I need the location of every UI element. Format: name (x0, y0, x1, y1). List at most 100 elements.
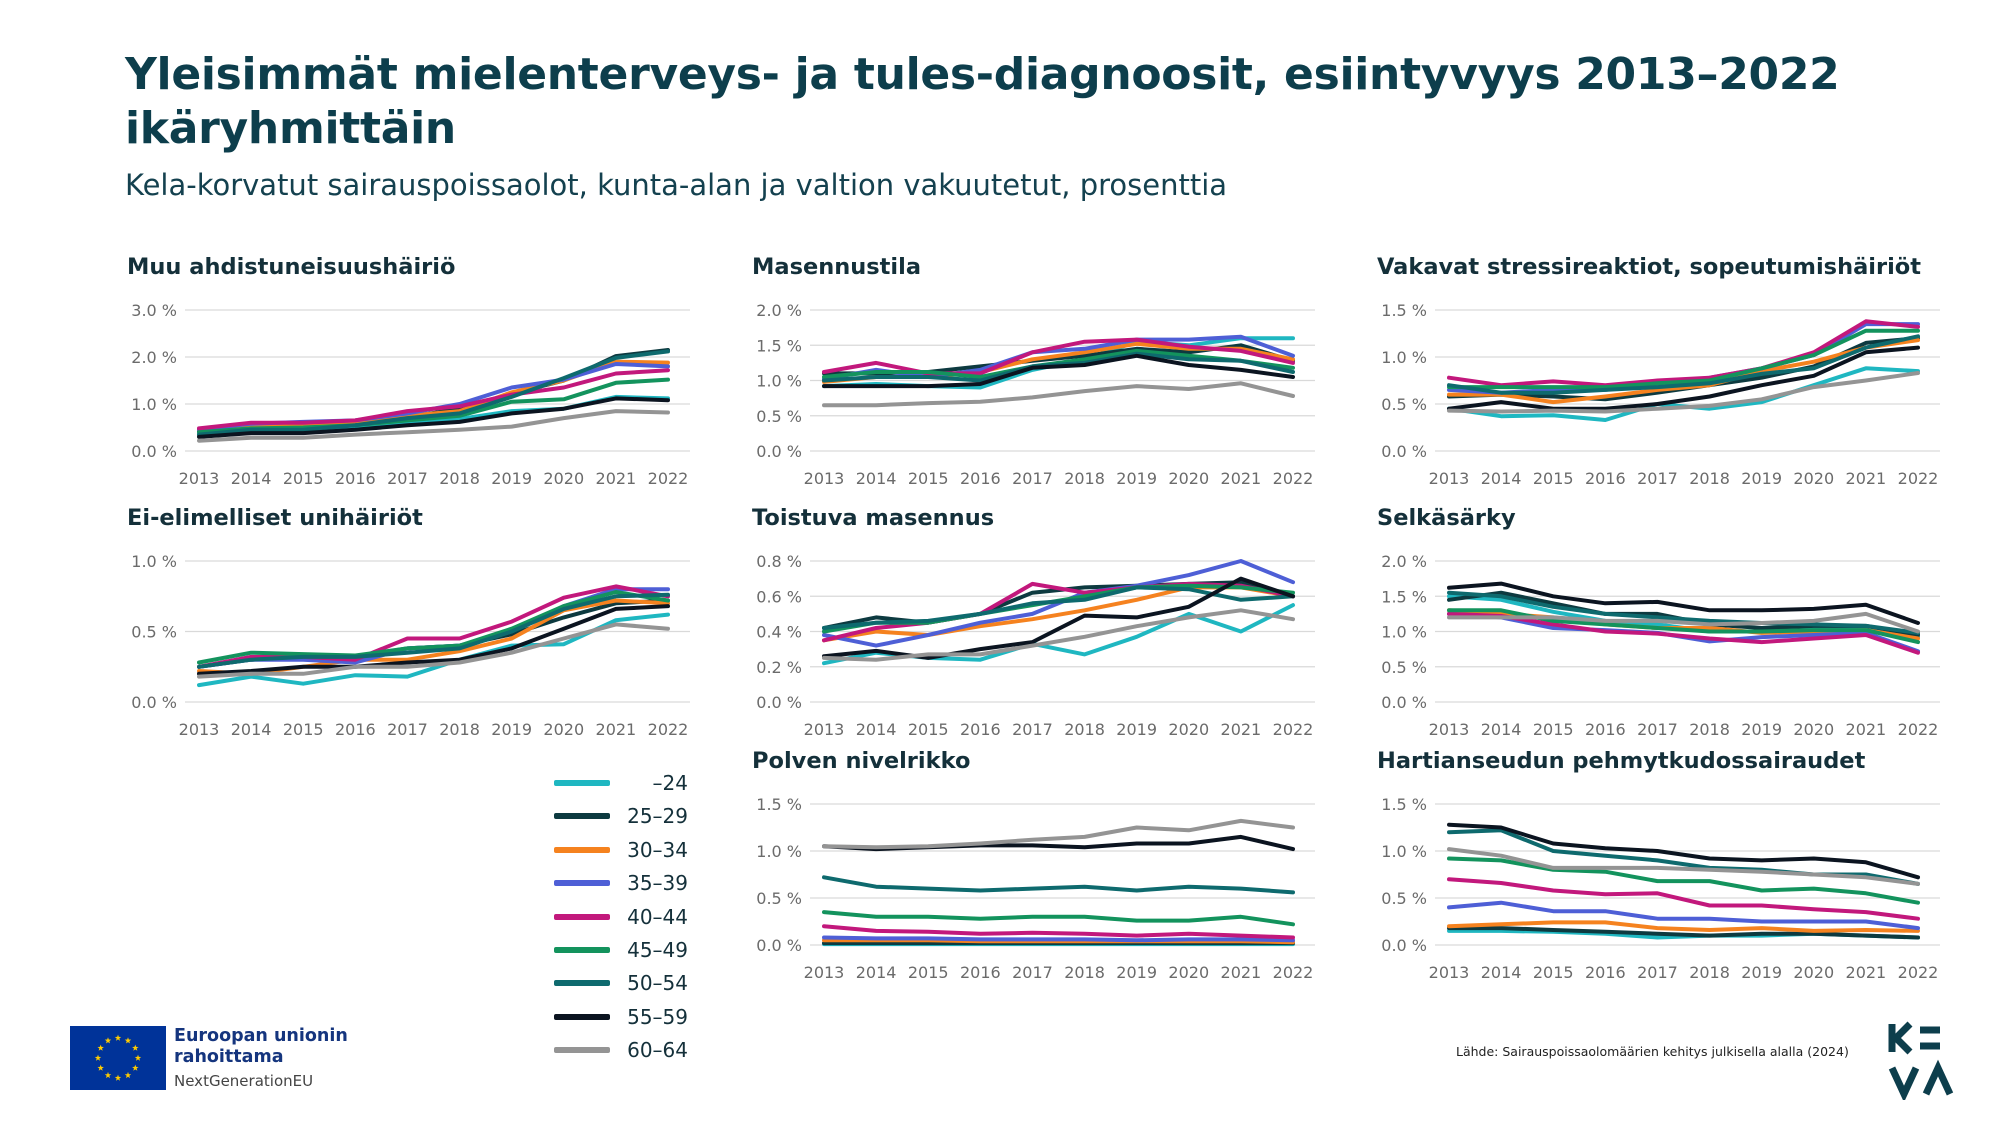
series-line-9 (197, 409, 670, 443)
series-line-9 (1447, 611, 1920, 634)
x-tick-label: 2013 (804, 963, 845, 982)
x-tick-label: 2013 (1429, 963, 1470, 982)
legend-swatch (554, 913, 610, 920)
x-tick-label: 2015 (908, 963, 949, 982)
x-tick-label: 2019 (1741, 720, 1782, 739)
legend-item: 60–64 (548, 1035, 688, 1068)
chart-title: Selkäsärky (1377, 505, 1516, 531)
x-tick-label: 2013 (179, 469, 220, 488)
x-tick-label: 2015 (1533, 720, 1574, 739)
series-line-4 (1447, 900, 1920, 931)
y-tick-label: 0.6 % (756, 587, 802, 606)
x-tick-label: 2018 (439, 720, 480, 739)
eu-star-icon (124, 1037, 132, 1044)
x-tick-label: 2022 (1273, 469, 1314, 488)
line-chart-svg: 0.0 % 0.5 % 1.0 % 1.5 % 2013 2014 2015 2016 2017… (756, 795, 1315, 982)
y-tick-label: 0.5 % (756, 407, 802, 426)
y-tick-label: 0.2 % (756, 658, 802, 677)
x-tick-label: 2020 (1168, 963, 1209, 982)
x-tick-label: 2019 (1116, 720, 1157, 739)
series-line-9 (1447, 371, 1920, 414)
x-tick-label: 2019 (491, 469, 532, 488)
legend-swatch (554, 946, 610, 953)
series-line-7 (822, 585, 1295, 630)
line-chart-svg: 0.0 % 0.5 % 1.0 % 1.5 % 2013 2014 2015 2016 2017… (1381, 795, 1940, 982)
series-line-5 (1447, 877, 1920, 921)
x-tick-label: 2021 (1846, 469, 1887, 488)
line-chart-svg: 0.0 % 0.5 % 1.0 % 1.5 % 2.0 % 2013 2014 2015 201… (1381, 552, 1940, 739)
series-line-9 (822, 818, 1295, 850)
eu-star-icon (132, 1064, 139, 1071)
series-line-8 (197, 396, 670, 439)
x-tick-label: 2022 (648, 469, 689, 488)
x-tick-label: 2016 (1585, 469, 1626, 488)
y-tick-label: 0.0 % (1381, 442, 1427, 461)
legend-label: 30–34 (627, 837, 688, 862)
legend-swatch (554, 780, 610, 786)
series-line-7 (822, 875, 1295, 895)
series-line-3 (1447, 920, 1920, 933)
legend-label: 45–49 (627, 937, 688, 962)
x-tick-label: 2015 (1533, 963, 1574, 982)
x-tick-label: 2018 (1064, 469, 1105, 488)
y-tick-label: 0.5 % (756, 889, 802, 908)
x-tick-label: 2014 (1481, 720, 1522, 739)
y-tick-label: 1.0 % (756, 842, 802, 861)
legend-item: –24 (548, 768, 688, 801)
x-tick-label: 2020 (543, 469, 584, 488)
series-line-7 (197, 592, 670, 669)
legend-label: 25–29 (627, 804, 688, 829)
x-tick-label: 2019 (491, 720, 532, 739)
eu-logo-line2: rahoittama (174, 1047, 284, 1067)
line-chart-svg: 0.0 % 0.2 % 0.4 % 0.6 % 0.8 % 2013 2014 2015 201… (756, 552, 1315, 739)
x-tick-label: 2017 (1012, 963, 1053, 982)
x-tick-label: 2014 (1481, 469, 1522, 488)
chart-title: Muu ahdistuneisuushäiriö (127, 254, 456, 280)
y-tick-label: 0.0 % (1381, 936, 1427, 955)
x-tick-label: 2017 (387, 469, 428, 488)
y-tick-label: 0.5 % (1381, 889, 1427, 908)
y-tick-label: 2.0 % (756, 301, 802, 320)
y-tick-label: 2.0 % (131, 348, 177, 367)
y-tick-label: 1.0 % (1381, 348, 1427, 367)
x-tick-label: 2021 (1221, 963, 1262, 982)
chart-title: Toistuva masennus (752, 505, 995, 531)
legend-label: 55–59 (627, 1004, 688, 1029)
y-tick-label: 3.0 % (131, 301, 177, 320)
x-tick-label: 2018 (1689, 720, 1730, 739)
legend-swatch (554, 880, 610, 887)
series-line-9 (822, 608, 1295, 662)
legend-item: 40–44 (548, 902, 688, 935)
x-tick-label: 2018 (1689, 963, 1730, 982)
y-tick-label: 1.0 % (131, 552, 177, 571)
x-tick-label: 2020 (1168, 469, 1209, 488)
x-tick-label: 2014 (856, 963, 897, 982)
y-tick-label: 0.5 % (131, 623, 177, 642)
eu-star-icon (104, 1037, 112, 1044)
chart-title: Vakavat stressireaktiot, sopeutumishäiri… (1377, 254, 1922, 280)
series-line-8 (1447, 345, 1920, 411)
series-line-9 (822, 381, 1295, 408)
x-tick-label: 2017 (1012, 720, 1053, 739)
x-tick-label: 2019 (1741, 963, 1782, 982)
line-chart-svg: 0.0 % 0.5 % 1.0 % 1.5 % 2.0 % 2013 2014 2015 201… (756, 301, 1315, 488)
eu-funding-logo: Euroopan unionin rahoittama NextGenerati… (70, 1026, 450, 1092)
x-tick-label: 2020 (1793, 720, 1834, 739)
x-tick-label: 2017 (387, 720, 428, 739)
y-tick-label: 0.0 % (756, 442, 802, 461)
legend-swatch (554, 813, 610, 820)
y-tick-label: 0.0 % (131, 442, 177, 461)
x-tick-label: 2014 (856, 720, 897, 739)
series-line-8 (197, 604, 670, 676)
y-tick-label: 1.0 % (1381, 842, 1427, 861)
legend-swatch (554, 1013, 610, 1020)
series-line-8 (1447, 822, 1920, 880)
legend-label: –24 (652, 771, 688, 795)
y-tick-label: 2.0 % (1381, 552, 1427, 571)
x-tick-label: 2016 (1585, 720, 1626, 739)
x-tick-label: 2013 (804, 469, 845, 488)
y-tick-label: 0.8 % (756, 552, 802, 571)
keva-logo (1884, 1020, 1964, 1103)
chart-title: Ei-elimelliset unihäiriöt (127, 505, 423, 531)
x-tick-label: 2017 (1637, 963, 1678, 982)
